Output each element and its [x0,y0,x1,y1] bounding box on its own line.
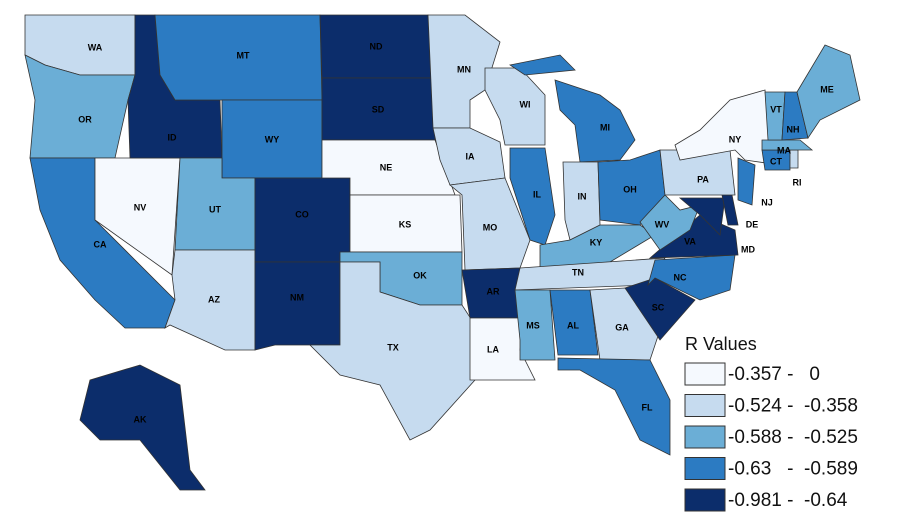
legend-label: -0.63 - -0.589 [728,459,858,480]
state-label: DE [746,219,759,229]
state-label: NC [674,272,687,282]
legend-swatch [684,488,726,512]
state-label: MO [483,222,498,232]
state-label: OH [623,184,637,194]
state-label: NM [290,292,304,302]
state-label: AL [567,320,579,330]
legend-label: -0.524 - -0.358 [728,396,858,417]
state-label: MD [741,244,755,254]
state-label: ID [168,132,178,142]
state [508,54,636,163]
state [589,287,661,361]
legend-swatch [684,457,726,480]
state-label: NJ [761,197,773,207]
state-label: RI [793,177,802,187]
state [514,289,556,361]
state-label: AZ [208,294,220,304]
legend-label: -0.588 - -0.525 [728,427,858,448]
state [678,197,726,236]
legend-title: R Values [685,334,757,354]
state-label: AR [487,286,500,296]
state-label: KS [399,219,412,229]
state-label: PA [697,174,709,184]
state-label: NV [134,202,147,212]
state-label: NE [380,162,393,172]
state [624,277,696,341]
state [469,317,536,381]
state-label: WV [655,219,670,229]
state-label: MT [237,50,250,60]
state-label: CA [94,239,107,249]
state-label: IL [533,189,542,199]
state-label: KY [590,237,603,247]
legend-swatch [684,394,726,417]
state-label: WA [88,42,103,52]
state-label: FL [642,402,653,412]
legend-swatch [684,425,726,449]
state [789,149,799,169]
state-label: MS [526,320,540,330]
state-label: VA [684,236,696,246]
state-label: MA [777,145,791,155]
state-label: NH [787,124,800,134]
state [254,261,341,351]
state [557,357,671,456]
state-label: GA [615,322,629,332]
legend-label: -0.981 - -0.64 [728,490,848,511]
legend-label: -0.357 - 0 [728,364,820,385]
state [737,157,756,206]
state-label: IN [578,191,587,201]
state-label: WY [265,134,280,144]
state-label: SD [372,104,385,114]
state-label: WI [520,99,531,109]
state-label: SC [652,302,665,312]
state-label: OR [78,114,92,124]
legend: R Values -0.357 - 0 -0.524 - -0.358 -0.588… [684,334,858,512]
state-label: CT [770,156,782,166]
state-label: OK [413,270,427,280]
state [721,194,739,226]
state-label: UT [209,204,221,214]
state [309,261,476,441]
state [761,139,814,151]
states: WA OR CA NV ID MT WY UT AZ CO NM ND SD NE KS OK TX MN IA MO… [24,14,861,491]
state [764,91,786,141]
state-label: TN [572,267,584,277]
legend-swatch [684,362,726,386]
state-label: ND [370,41,383,51]
state-label: VT [770,104,782,114]
state-label: IA [466,151,476,161]
state [254,177,351,263]
state-label: CO [295,209,309,219]
state-label: AK [134,414,147,424]
state-label: ME [820,84,834,94]
state [484,67,546,146]
state-label: MN [457,64,471,74]
state [79,364,206,491]
state-label: NY [729,134,742,144]
state-label: MI [600,122,610,132]
state-label: TX [387,342,399,352]
state [796,44,861,139]
state [549,289,599,356]
state-label: LA [487,344,499,354]
